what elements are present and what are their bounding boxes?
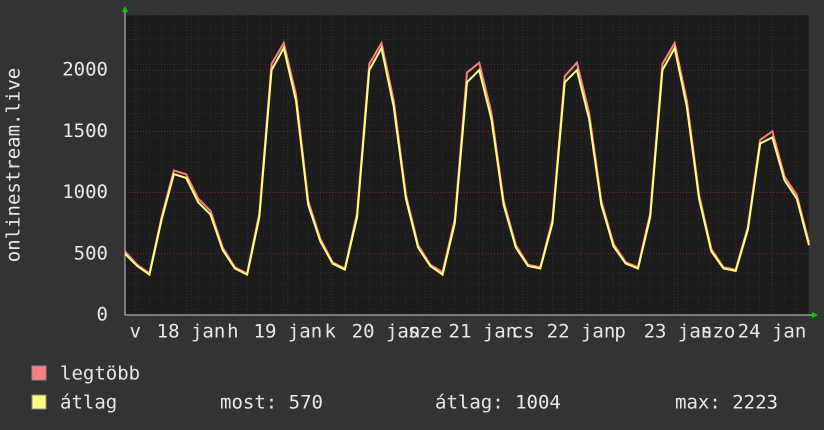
x-tick-label: h xyxy=(227,321,238,343)
x-tick-label: 20 jan xyxy=(352,321,421,343)
y-tick-label: 1000 xyxy=(62,181,108,203)
x-tick-label: sze xyxy=(408,321,442,343)
legend-swatch xyxy=(31,365,47,381)
x-tick-label: 23 jan xyxy=(644,321,713,343)
stat-current: most: 570 xyxy=(220,392,323,414)
legend-label: átlag xyxy=(60,392,117,414)
x-tick-label: p xyxy=(614,321,625,343)
x-tick-label: v xyxy=(129,321,140,343)
x-tick-label: k xyxy=(324,321,336,343)
series-line xyxy=(124,45,810,277)
x-arrow xyxy=(812,312,818,318)
x-tick-label: 24 jan xyxy=(738,321,807,343)
y-tick-label: 0 xyxy=(97,304,108,326)
stat-max: max: 2223 xyxy=(675,392,778,414)
x-tick-label: 21 jan xyxy=(449,321,518,343)
legend-label: legtöbb xyxy=(60,363,140,385)
x-tick-label: 18 jan xyxy=(157,321,226,343)
y-tick-label: 2000 xyxy=(62,59,108,81)
x-tick-label: szo xyxy=(701,321,735,343)
y-axis-label: onlinestream.live xyxy=(3,68,25,262)
x-tick-label: cs xyxy=(512,321,535,343)
x-tick-label: 19 jan xyxy=(254,321,323,343)
y-tick-label: 1500 xyxy=(62,120,108,142)
legend-swatch xyxy=(31,394,47,410)
x-tick-label: 22 jan xyxy=(547,321,616,343)
y-arrow xyxy=(122,6,128,12)
stat-average: átlag: 1004 xyxy=(435,392,561,414)
y-tick-label: 500 xyxy=(74,242,108,264)
series xyxy=(124,40,810,277)
minor-grid xyxy=(125,15,809,315)
